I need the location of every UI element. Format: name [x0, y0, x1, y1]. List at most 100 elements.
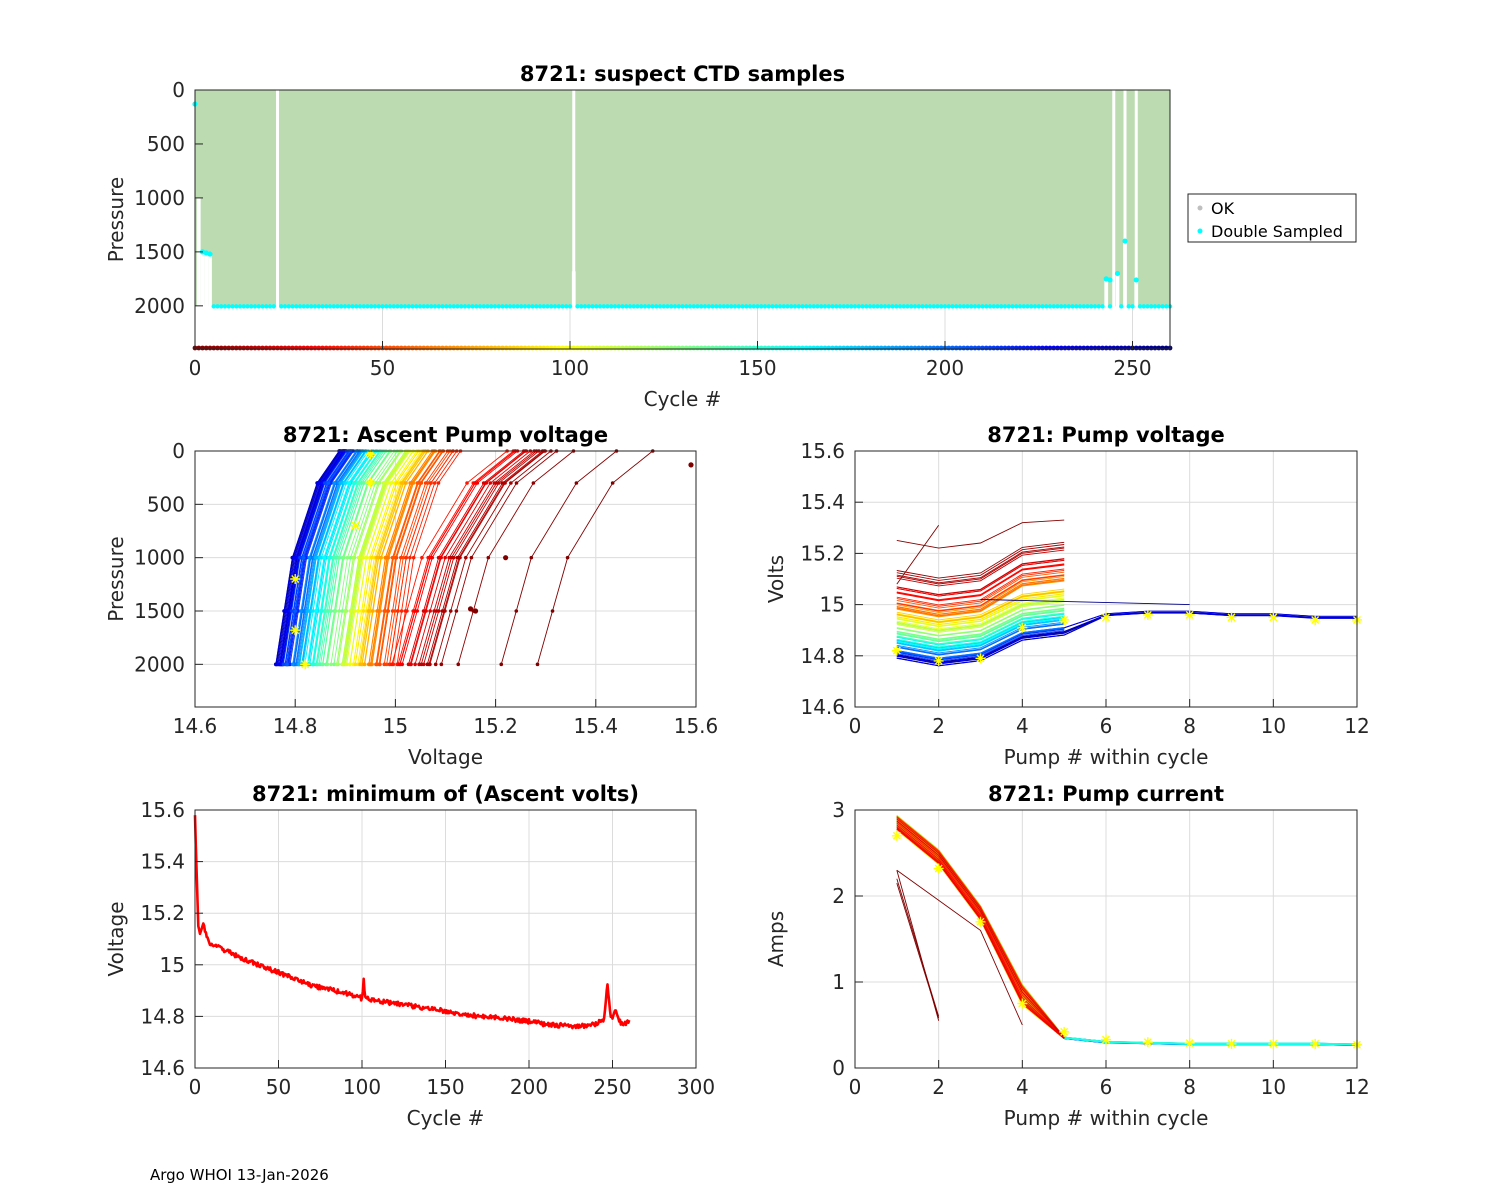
ascent-point: [406, 662, 411, 667]
pump-voltage-line: [896, 608, 1065, 640]
ascent-point: [368, 662, 373, 667]
double-sampled-point: [766, 304, 771, 309]
star-marker: [1142, 609, 1153, 620]
double-sampled-point: [1130, 304, 1135, 309]
axes-minv: 0 50 100 150 200 250 300 14.6 14.8 15 15.2 15.4 15.6…: [104, 782, 715, 1130]
ascent-point: [364, 555, 369, 560]
double-sampled-point: [864, 304, 869, 309]
double-sampled-point: [226, 304, 231, 309]
ascent-point: [514, 481, 519, 485]
ascent-point: [399, 481, 404, 485]
pump-voltage-line: [896, 549, 1065, 587]
double-sampled-point: [609, 304, 614, 309]
pump-voltage-line: [896, 577, 1065, 615]
axes-frame: [194, 89, 1171, 350]
data-layer: [891, 519, 1362, 667]
y-tick-label: 15.2: [140, 901, 185, 925]
y-axis-label: Pressure: [104, 536, 128, 621]
ascent-point: [333, 609, 338, 613]
pump-voltage-line: [896, 601, 1065, 633]
missing-cycle-gap: [1134, 90, 1138, 308]
ascent-point: [565, 555, 570, 560]
double-sampled-point: [1100, 304, 1105, 309]
double-sampled-point: [350, 304, 355, 309]
pump-voltage-line: [896, 547, 1065, 585]
pump-voltage-line: [896, 574, 1065, 612]
double-sampled-point: [309, 304, 314, 309]
double-sampled-point: [219, 304, 224, 309]
ascent-point: [290, 662, 295, 667]
x-tick-label: 4: [1016, 1075, 1029, 1099]
double-sampled-point: [1077, 304, 1083, 309]
double-sampled-point: [1036, 304, 1041, 309]
double-sampled-point: [1014, 304, 1019, 309]
double-sampled-point: [815, 304, 820, 309]
pump-voltage-line: [896, 604, 1065, 637]
pump-voltage-line: [896, 571, 1065, 609]
ascent-point: [404, 555, 408, 560]
double-sampled-point: [957, 304, 963, 309]
double-sampled-point: [759, 304, 764, 309]
double-sampled-point: [582, 304, 588, 309]
ascent-point: [370, 555, 374, 560]
double-sampled-point: [526, 304, 531, 309]
x-axis-label: Pump # within cycle: [1004, 1106, 1209, 1130]
double-sampled-point: [800, 304, 805, 309]
ascent-point: [314, 609, 318, 613]
ascent-point: [448, 609, 453, 613]
double-sampled-point: [627, 304, 633, 309]
missing-cycle-gap: [572, 90, 576, 308]
ascent-point: [325, 662, 330, 667]
double-sampled-point: [804, 304, 809, 309]
x-tick-label: 6: [1100, 714, 1113, 738]
ascent-point: [361, 609, 366, 613]
y-axis-label: Pressure: [104, 177, 128, 262]
double-sampled-point: [1096, 304, 1101, 309]
double-sampled-point: [796, 304, 801, 309]
double-sampled-point: [620, 304, 625, 309]
ascent-point: [394, 481, 399, 485]
double-sampled-point: [781, 304, 786, 309]
pump-voltage-line: [896, 609, 1065, 642]
double-sampled-point: [395, 304, 400, 309]
star-marker: [365, 449, 376, 460]
double-sampled-point: [834, 304, 839, 309]
y-tick-label: 0: [172, 439, 185, 463]
ascent-point: [358, 662, 363, 667]
double-sampled-point: [942, 304, 948, 309]
double-sampled-point: [417, 304, 423, 309]
ascent-point: [390, 555, 395, 560]
double-sampled-point: [500, 304, 505, 309]
double-sampled-point: [676, 304, 681, 309]
double-sampled-point: [740, 304, 745, 309]
x-axis-label: Pump # within cycle: [1004, 745, 1209, 769]
double-sampled-point: [481, 304, 486, 309]
pump-voltage-line: [980, 599, 1190, 606]
x-tick-label: 14.8: [273, 714, 318, 738]
ascent-point: [419, 481, 424, 485]
ascent-point: [353, 609, 357, 613]
ascent-point: [386, 609, 390, 613]
pump-voltage-line: [896, 593, 1065, 625]
pump-voltage-line: [896, 616, 1065, 649]
double-sampled-point: [474, 304, 479, 309]
star-marker: [975, 653, 986, 664]
double-sampled-point: [466, 304, 471, 309]
pump-current-line: [896, 824, 1065, 1039]
double-sampled-point: [1133, 277, 1139, 283]
ascent-point: [311, 609, 315, 613]
double-sampled-point: [399, 304, 404, 309]
double-sampled-point: [1051, 304, 1056, 309]
pump-current-line: [896, 817, 1065, 1038]
double-sampled-point: [552, 304, 558, 309]
ascent-point: [456, 662, 461, 667]
double-sampled-point: [886, 304, 891, 309]
double-sampled-point: [365, 304, 370, 309]
double-sampled-point: [1002, 304, 1008, 309]
ascent-point: [500, 481, 505, 485]
ascent-point: [382, 481, 386, 485]
double-sampled-point: [691, 304, 696, 309]
double-sampled-point: [890, 304, 895, 309]
y-tick-label: 2000: [134, 652, 185, 676]
ascent-point: [475, 481, 480, 485]
